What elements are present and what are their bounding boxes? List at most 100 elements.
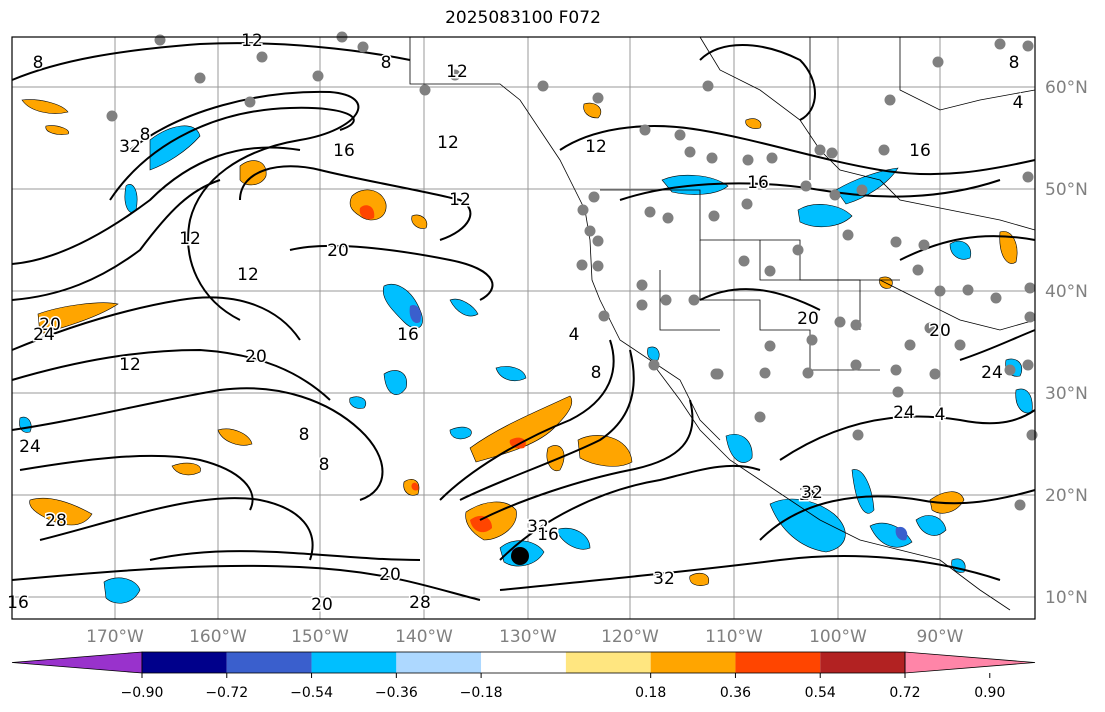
contour-lines [11, 42, 1036, 601]
contour-label: 12 [119, 355, 141, 375]
contour-label: 20 [929, 321, 951, 341]
colorbar: −0.90 −0.72 −0.54 −0.36 −0.18 0.18 0.36 0.54 0.7… [11, 651, 1036, 701]
latitude-label: 20°N [1045, 486, 1088, 506]
colorbar-low-extension [11, 651, 143, 674]
contour-label: 8 [1009, 53, 1020, 73]
colorbar-segment [396, 652, 482, 673]
contour-label: 32 [119, 137, 141, 157]
longitude-label: 100°W [809, 627, 867, 647]
contour-label: 12 [446, 62, 468, 82]
longitude-label: 140°W [395, 627, 453, 647]
station-dot [892, 386, 904, 398]
contour-label: 8 [140, 125, 151, 145]
contour-label: 24 [893, 403, 915, 423]
station-dot [990, 292, 1002, 304]
contour-label: 8 [299, 425, 310, 445]
latitude-label: 60°N [1045, 78, 1088, 98]
station-dot [929, 368, 941, 380]
longitude-label: 160°W [189, 627, 247, 647]
contour-label: 16 [333, 141, 355, 161]
contour-label: 20 [245, 347, 267, 367]
storm-center-marker [511, 547, 529, 565]
station-dot [710, 368, 722, 380]
station-dot [708, 210, 720, 222]
contour-label: 16 [747, 173, 769, 193]
station-dot [449, 69, 461, 81]
contour-label: 8 [591, 363, 602, 383]
negative-shading [19, 125, 1033, 604]
contour-label: 12 [449, 190, 471, 210]
station-dot [154, 34, 166, 46]
station-dot [1024, 311, 1036, 323]
station-dot [806, 334, 818, 346]
graticule [12, 37, 1035, 619]
station-dot [738, 255, 750, 267]
contour-label: 16 [909, 141, 931, 161]
station-dot [856, 184, 868, 196]
station-dot [742, 154, 754, 166]
colorbar-segment [650, 652, 736, 673]
positive-shading [21, 99, 1018, 586]
station-dot [759, 367, 771, 379]
station-dot [852, 429, 864, 441]
station-dot [962, 284, 974, 296]
contour-label: 32 [653, 569, 675, 589]
station-dot [592, 235, 604, 247]
contour-label: 12 [179, 229, 201, 249]
station-dot [829, 189, 841, 201]
contour-label: 32 [801, 483, 823, 503]
station-dot [684, 146, 696, 158]
latitude-label: 10°N [1045, 588, 1088, 608]
station-dot [842, 229, 854, 241]
station-dot [802, 367, 814, 379]
contour-label: 20 [39, 315, 61, 335]
station-dot [754, 411, 766, 423]
station-dot [800, 180, 812, 192]
colorbar-segment [735, 652, 821, 673]
station-dot [1014, 499, 1026, 511]
contour-label: 8 [319, 455, 330, 475]
longitude-label: 130°W [499, 627, 557, 647]
station-dot [648, 359, 660, 371]
colorbar-tick-label: 0.90 [974, 685, 1005, 701]
station-dot [706, 152, 718, 164]
station-dot [1024, 282, 1036, 294]
contour-label: 32 [527, 517, 549, 537]
colorbar-segment [226, 652, 312, 673]
station-dot [904, 339, 916, 351]
station-dot [834, 316, 846, 328]
colorbar-tick-label: −0.18 [460, 685, 503, 701]
longitude-label: 120°W [601, 627, 659, 647]
station-dot [850, 359, 862, 371]
colorbar-high-extension [904, 651, 1036, 674]
station-dot [256, 51, 268, 63]
longitude-label: 110°W [705, 627, 763, 647]
station-dot [1022, 171, 1034, 183]
station-dot [194, 72, 206, 84]
station-dot [576, 259, 588, 271]
longitude-labels: 170°W 160°W 150°W 140°W 130°W 120°W 110°W 100°W… [86, 627, 964, 647]
contour-label: 16 [7, 593, 29, 613]
map-title: 2025083100 F072 [445, 8, 601, 28]
contour-label: 20 [311, 595, 333, 615]
station-dot [954, 339, 966, 351]
contour-label: 24 [33, 325, 55, 345]
colorbar-tick-label: 0.36 [720, 685, 751, 701]
station-dot [312, 70, 324, 82]
station-dot [792, 244, 804, 256]
station-dot [588, 191, 600, 203]
station-dot [826, 147, 838, 159]
colorbar-tick-label: −0.36 [375, 685, 418, 701]
latitude-labels: 60°N 50°N 40°N 30°N 20°N 10°N [1045, 78, 1088, 608]
colorbar-segment [565, 652, 651, 673]
colorbar-outline [141, 651, 906, 674]
station-dot [764, 265, 776, 277]
contour-label: 4 [935, 405, 946, 425]
colorbar-tick-label: 0.54 [805, 685, 836, 701]
colorbar-tick-label: −0.72 [205, 685, 248, 701]
station-dot [764, 340, 776, 352]
station-dot [598, 310, 610, 322]
contour-label: 8 [381, 53, 392, 73]
